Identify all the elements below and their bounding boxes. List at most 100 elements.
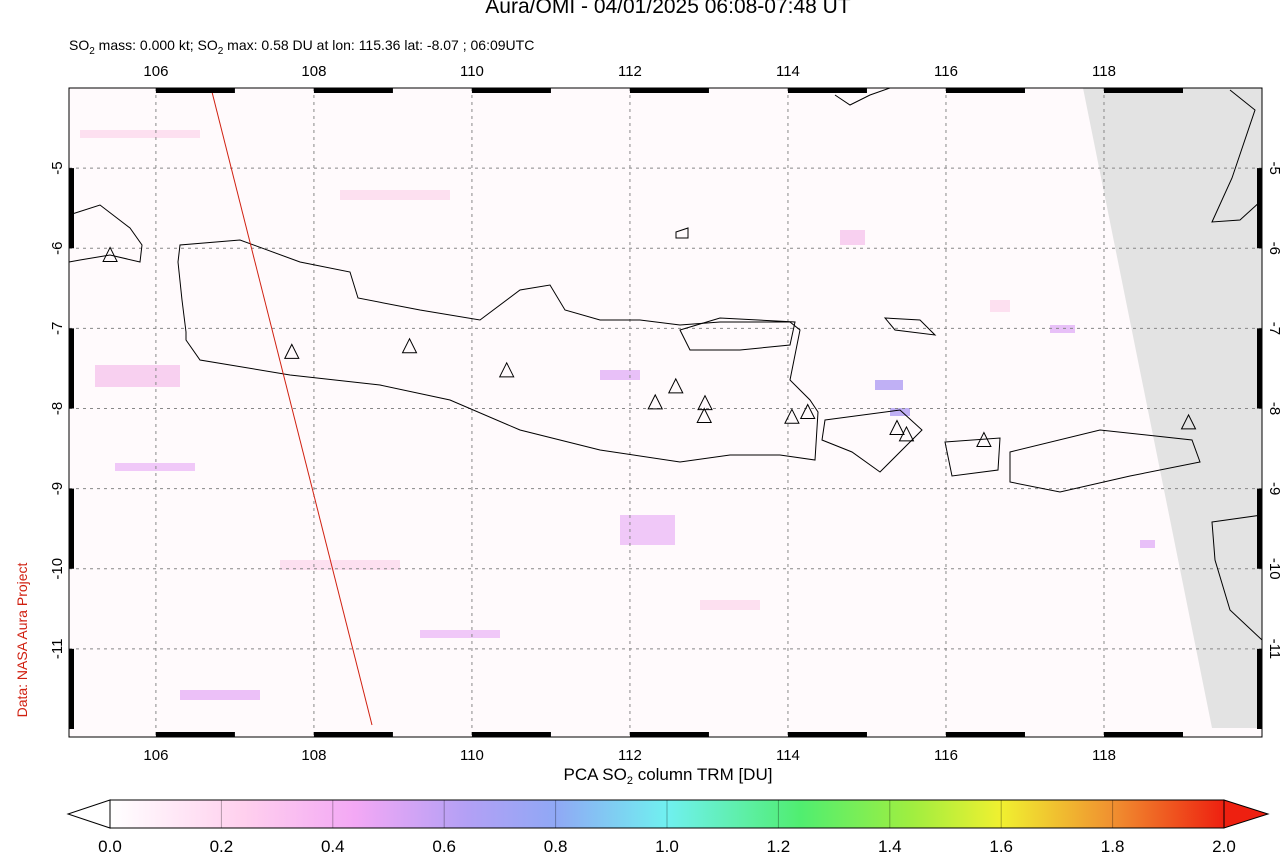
colorbar-label-sub: 2 bbox=[627, 775, 633, 787]
map-area bbox=[69, 88, 1262, 737]
colorbar-tick-label: 0.2 bbox=[210, 837, 234, 855]
volcano bbox=[696, 407, 713, 424]
subtitle-text: max: 0.58 DU at lon: 115.36 lat: -8.07 ;… bbox=[223, 37, 534, 53]
madura bbox=[679, 317, 796, 351]
y-tick-label: -7 bbox=[49, 322, 66, 335]
volcano bbox=[889, 419, 905, 436]
colorbar-tick-label: 1.4 bbox=[878, 837, 902, 855]
y-tick-label: -5 bbox=[1266, 161, 1283, 174]
x-tick-label: 116 bbox=[934, 747, 958, 764]
java bbox=[177, 239, 819, 463]
y-tick-label: -6 bbox=[49, 242, 66, 255]
frame-bar bbox=[471, 732, 551, 737]
noise-cells bbox=[80, 130, 1155, 700]
frame-bar bbox=[1103, 732, 1183, 737]
x-tick-label: 112 bbox=[618, 63, 642, 80]
colorbar-tick-label: 0.6 bbox=[432, 837, 456, 855]
frame-bar bbox=[945, 732, 1025, 737]
volcano bbox=[401, 337, 418, 354]
sumbawa bbox=[1009, 429, 1201, 493]
sumba bbox=[1211, 514, 1263, 642]
subtitle-text: SO bbox=[69, 37, 89, 53]
x-tick-label: 108 bbox=[301, 63, 326, 80]
x-tick-label: 118 bbox=[1092, 63, 1116, 80]
volcano bbox=[647, 393, 664, 410]
colorbar-low-arrow bbox=[66, 799, 111, 829]
volcano bbox=[102, 246, 118, 262]
frame-bar bbox=[787, 88, 867, 93]
small-islands bbox=[675, 227, 937, 336]
coastlines bbox=[68, 87, 1263, 642]
title: Aura/OMI - 04/01/2025 06:08-07:48 UT bbox=[485, 0, 851, 18]
frame-bar bbox=[69, 328, 74, 409]
x-tick-label: 108 bbox=[301, 747, 326, 764]
colorbar-tick-label: 1.0 bbox=[655, 837, 679, 855]
lombok bbox=[944, 437, 1001, 477]
volcano bbox=[1180, 413, 1197, 430]
colorbar-label: PCA SO2 column TRM [DU] bbox=[564, 765, 773, 787]
y-tick-label: -8 bbox=[1266, 402, 1283, 415]
subtitle-text: mass: 0.000 kt; SO bbox=[95, 37, 218, 53]
y-tick-label: -10 bbox=[1266, 558, 1283, 580]
volcano bbox=[667, 377, 684, 394]
frame-bar bbox=[945, 88, 1025, 93]
x-tick-label: 110 bbox=[460, 747, 484, 764]
x-tick-label: 110 bbox=[460, 63, 484, 80]
bali bbox=[821, 409, 923, 473]
subtitle: SO2 mass: 0.000 kt; SO2 max: 0.58 DU at … bbox=[69, 37, 534, 57]
colorbar-label-text: column TRM [DU] bbox=[633, 765, 773, 784]
frame-bar bbox=[1257, 648, 1262, 729]
borneo bbox=[834, 87, 891, 106]
frame-bar bbox=[629, 88, 709, 93]
volcano bbox=[976, 431, 992, 448]
y-tick-label: -9 bbox=[1266, 482, 1283, 495]
subtitle-sub: 2 bbox=[218, 46, 224, 57]
map-background bbox=[69, 88, 1262, 737]
colorbar-high-arrow bbox=[1223, 799, 1270, 829]
frame-bar bbox=[629, 732, 709, 737]
volcano bbox=[799, 403, 816, 419]
y-tick-label: -8 bbox=[49, 402, 66, 415]
credit: Data: NASA Aura Project bbox=[14, 562, 30, 717]
sulawesi bbox=[1211, 89, 1263, 223]
volcano bbox=[898, 425, 915, 442]
orbit-edge bbox=[210, 87, 373, 726]
x-tick-label: 114 bbox=[776, 747, 800, 764]
frame-bar bbox=[787, 732, 867, 737]
y-tick-label: -11 bbox=[49, 639, 66, 660]
y-tick-label: -6 bbox=[1266, 242, 1283, 255]
colorbar-tick-label: 1.2 bbox=[767, 837, 791, 855]
x-tick-label: 112 bbox=[618, 747, 642, 764]
colorbar-label-text: PCA SO bbox=[564, 765, 627, 784]
volcano bbox=[784, 408, 800, 424]
sumatra bbox=[68, 204, 143, 263]
frame-bar bbox=[69, 168, 74, 249]
x-tick-label: 114 bbox=[776, 63, 800, 80]
x-tick-label: 118 bbox=[1092, 747, 1116, 764]
x-tick-label: 106 bbox=[143, 63, 168, 80]
x-tick-label: 106 bbox=[143, 747, 168, 764]
frame-bar bbox=[1257, 328, 1262, 409]
frame-bar bbox=[155, 88, 235, 93]
volcano bbox=[283, 343, 300, 359]
frame-bar bbox=[313, 732, 393, 737]
y-tick-label: -7 bbox=[1266, 322, 1283, 335]
colorbar-tick-label: 2.0 bbox=[1212, 837, 1236, 855]
colorbar-tick-label: 0.0 bbox=[98, 837, 122, 855]
volcano bbox=[498, 361, 515, 378]
y-tick-label: -5 bbox=[49, 161, 66, 174]
subtitle-sub: 2 bbox=[89, 46, 95, 57]
frame-bar bbox=[69, 648, 74, 729]
x-tick-label: 116 bbox=[934, 63, 958, 80]
frame-bar bbox=[155, 732, 235, 737]
colorbar-tick-label: 1.6 bbox=[989, 837, 1013, 855]
frame-bar bbox=[1257, 488, 1262, 569]
frame-bar bbox=[313, 88, 393, 93]
y-tick-label: -9 bbox=[49, 482, 66, 495]
y-tick-label: -10 bbox=[49, 558, 66, 580]
frame-bar bbox=[1103, 88, 1183, 93]
y-tick-label: -11 bbox=[1266, 639, 1283, 660]
frame-bar bbox=[471, 88, 551, 93]
